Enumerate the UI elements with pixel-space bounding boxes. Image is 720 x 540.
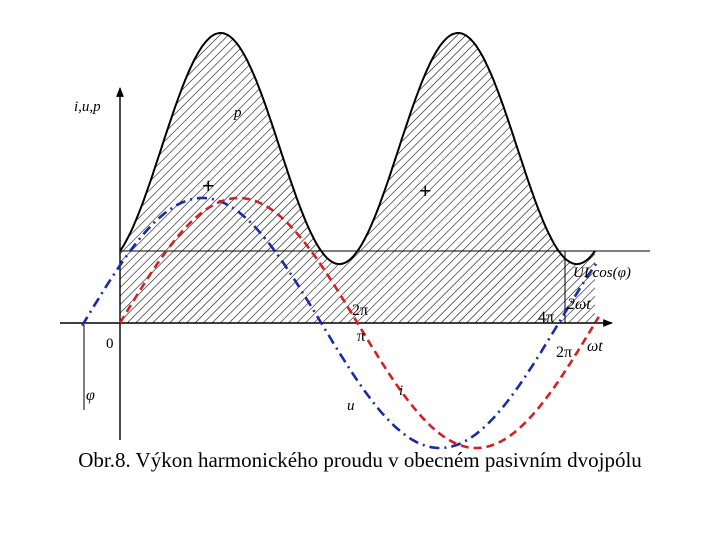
power-curve-label: p <box>233 105 242 121</box>
tick-2pi-top: 2π <box>352 302 368 319</box>
axis-wt-label: ωt <box>587 338 603 355</box>
tick-pi: π <box>357 328 365 345</box>
power-hatched-area <box>120 33 595 323</box>
positive-sign-1: + <box>202 173 215 198</box>
current-curve-label: i <box>399 383 403 399</box>
average-power-label: UI cos(φ) <box>573 265 631 281</box>
voltage-curve-label: u <box>347 398 355 414</box>
y-axis-label: i,u,p <box>74 99 101 115</box>
voltage-curve <box>81 196 600 450</box>
phase-angle-label: φ <box>86 387 95 404</box>
origin-label: 0 <box>106 336 114 352</box>
axis-2wt-label: 2ωt <box>567 296 591 313</box>
current-curve <box>118 196 600 450</box>
tick-2pi-bottom: 2π <box>556 344 572 361</box>
figure-caption: Obr.8. Výkon harmonického proudu v obecn… <box>78 448 642 472</box>
positive-sign-2: + <box>419 178 432 203</box>
tick-4pi: 4π <box>538 309 554 326</box>
